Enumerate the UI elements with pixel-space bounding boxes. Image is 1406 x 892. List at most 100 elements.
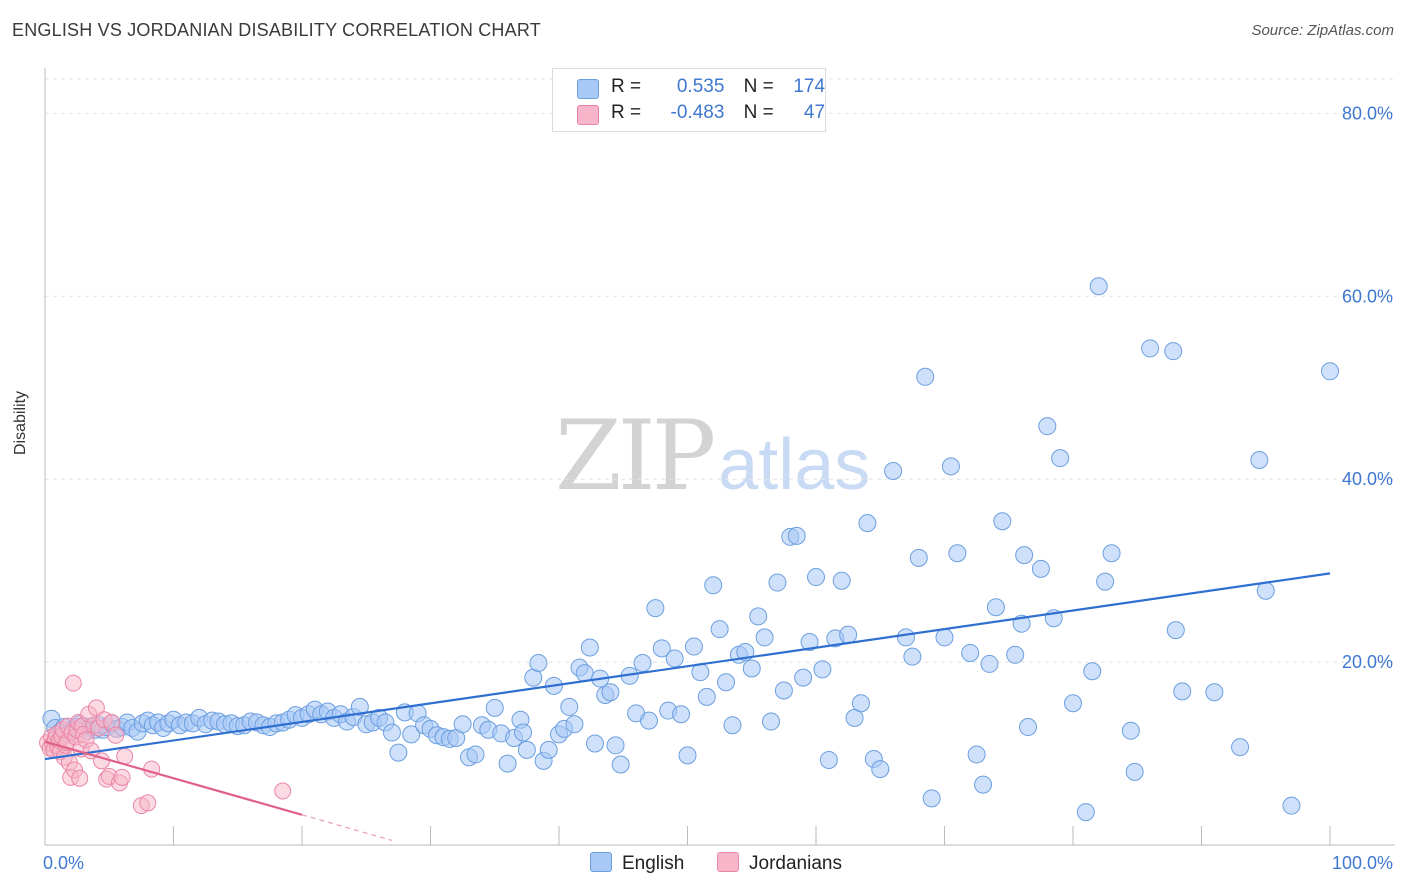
english-point	[665, 649, 684, 668]
english-point	[768, 573, 787, 592]
jordanian-points	[39, 674, 292, 815]
english-point	[909, 548, 928, 567]
english-point	[1121, 721, 1140, 740]
english-point	[498, 754, 517, 773]
legend-jordanians: Jordanians	[717, 852, 842, 875]
english-point	[986, 598, 1005, 617]
legend-r-label: R =	[611, 76, 642, 97]
legend-english: English	[590, 852, 684, 875]
legend-n-value: 174	[793, 76, 826, 97]
english-point	[1102, 544, 1121, 563]
watermark-zip: ZIP	[555, 400, 716, 512]
english-point	[672, 705, 691, 724]
english-point	[762, 712, 781, 731]
english-point	[807, 568, 825, 587]
english-point	[1321, 362, 1339, 381]
jordanian-point	[274, 782, 292, 800]
english-point	[961, 643, 980, 662]
english-point	[1231, 738, 1250, 757]
english-point	[1282, 796, 1301, 815]
jordanian-trend-line	[44, 740, 303, 816]
y-tick-label: 40.0%	[1342, 469, 1393, 489]
chart-title: ENGLISH VS JORDANIAN DISABILITY CORRELAT…	[12, 20, 541, 40]
english-point	[580, 638, 599, 657]
y-tick-label: 60.0%	[1342, 286, 1393, 306]
legend-r-label: R =	[611, 102, 642, 123]
english-point	[1051, 449, 1070, 468]
english-point	[813, 660, 832, 679]
english-point	[1083, 662, 1102, 681]
english-point	[652, 639, 671, 658]
english-point	[1166, 621, 1185, 640]
english-point	[896, 628, 915, 647]
english-point	[517, 740, 536, 759]
english-point	[980, 654, 999, 673]
english-point	[749, 607, 768, 626]
english-point	[974, 775, 993, 794]
english-point	[539, 740, 558, 759]
english-point	[723, 716, 742, 735]
legend-n-label: N =	[743, 102, 774, 123]
english-point	[606, 736, 625, 755]
english-point	[1038, 417, 1057, 436]
english-point	[832, 571, 851, 590]
english-point	[1076, 803, 1095, 822]
english-point	[710, 620, 729, 639]
english-point	[1173, 682, 1192, 701]
english-point	[903, 647, 922, 666]
english-point	[704, 576, 723, 595]
y-tick-label: 80.0%	[1342, 103, 1393, 123]
english-point	[755, 628, 774, 647]
english-point	[639, 711, 658, 730]
english-point	[646, 599, 665, 618]
english-point	[871, 760, 890, 779]
grid-lines	[45, 78, 1395, 663]
english-point	[1089, 277, 1108, 296]
y-tick-label: 20.0%	[1342, 652, 1393, 672]
source-label: Source: ZipAtlas.com	[1251, 22, 1394, 39]
english-point	[1164, 342, 1183, 361]
english-point	[1141, 339, 1160, 358]
english-point	[800, 632, 819, 651]
english-point	[350, 697, 369, 716]
jordanian-trend-extension	[301, 814, 393, 842]
jordanian-point	[87, 699, 105, 717]
english-point	[717, 673, 736, 692]
english-point	[742, 659, 761, 678]
english-point	[453, 715, 472, 734]
english-point	[1205, 683, 1224, 702]
english-point	[1125, 762, 1144, 781]
english-trend-line	[44, 572, 1331, 761]
english-point	[382, 723, 401, 742]
english-point	[948, 544, 967, 563]
english-point	[697, 687, 716, 706]
english-point	[485, 698, 504, 717]
english-point	[1064, 694, 1082, 713]
jordanian-point	[71, 769, 89, 787]
english-point	[884, 461, 903, 480]
english-point	[529, 654, 548, 673]
english-point	[967, 745, 986, 764]
correlation-legend: R = 0.535 N = 174 R = -0.483 N = 47	[552, 68, 826, 132]
english-point	[565, 715, 584, 734]
english-point	[678, 746, 697, 765]
english-points	[42, 277, 1339, 822]
tick-labels: 20.0% 40.0% 60.0% 80.0% 0.0% 100.0%	[43, 103, 1393, 873]
english-point	[575, 664, 594, 683]
legend-text-jordanian: R = -0.483 N = 47	[611, 102, 825, 124]
trend-lines	[44, 572, 1331, 842]
english-point	[466, 745, 485, 764]
legend-r-value: 0.535	[676, 76, 725, 97]
english-point	[1096, 572, 1115, 591]
english-point	[1006, 645, 1025, 664]
english-point	[1031, 559, 1050, 578]
legend-n-value: 47	[803, 102, 826, 123]
english-point	[402, 725, 421, 744]
english-point	[514, 723, 533, 742]
legend-r-value: -0.483	[670, 102, 725, 123]
x-tick-label-start: 0.0%	[43, 853, 84, 873]
jordanian-point	[107, 726, 125, 744]
english-point	[993, 512, 1012, 531]
english-point	[611, 755, 630, 774]
english-point	[858, 514, 877, 533]
